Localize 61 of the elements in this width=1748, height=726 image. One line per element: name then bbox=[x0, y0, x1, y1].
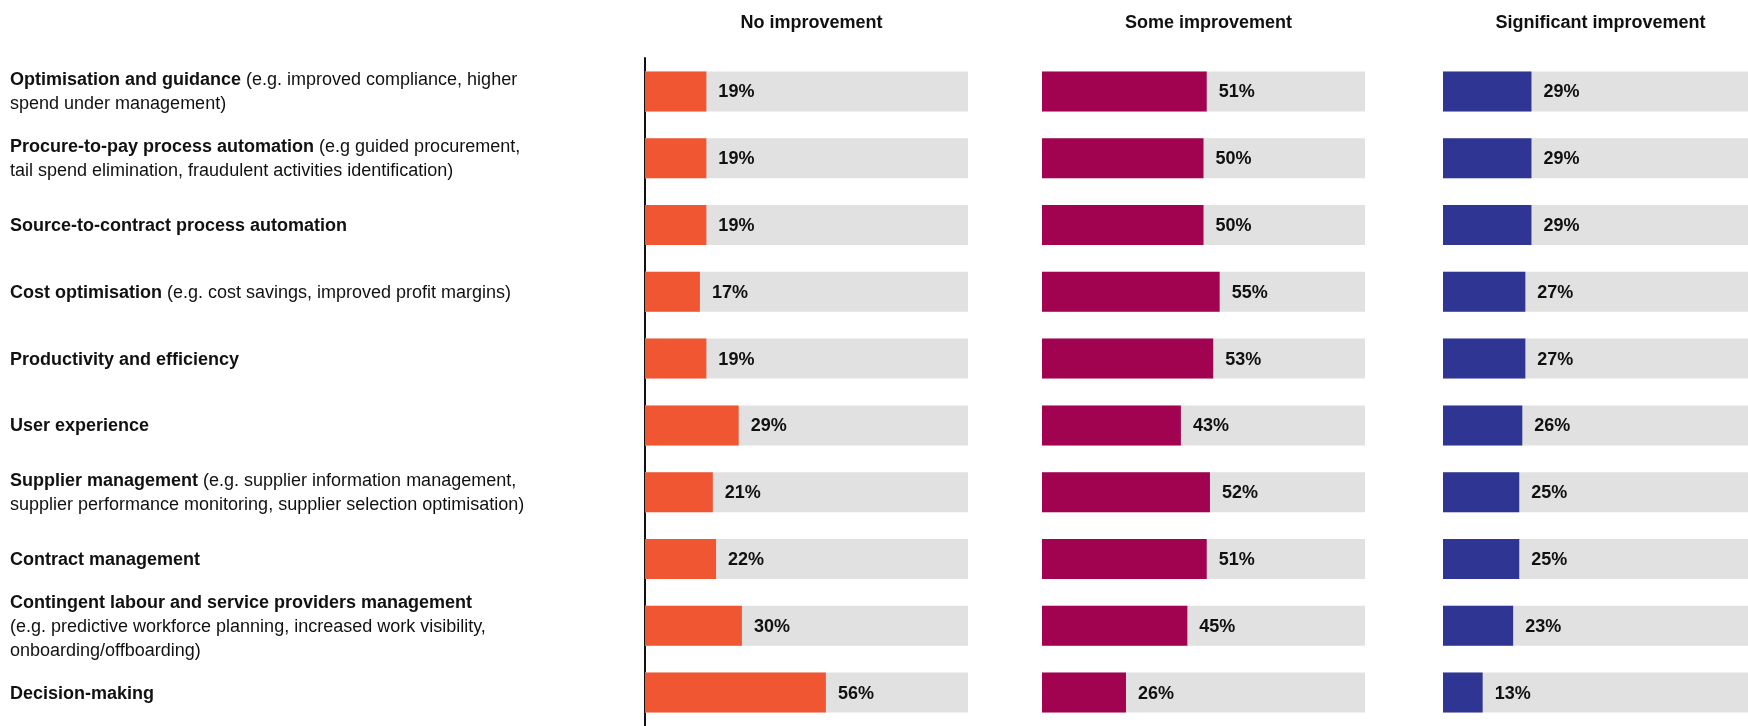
bar bbox=[645, 205, 707, 245]
data-label: 29% bbox=[750, 415, 787, 436]
data-label: 17% bbox=[711, 281, 748, 302]
bar bbox=[645, 472, 713, 513]
data-label: 25% bbox=[1531, 482, 1568, 503]
bar bbox=[645, 338, 707, 379]
data-label: 43% bbox=[1192, 415, 1229, 436]
data-label: 26% bbox=[1137, 682, 1175, 703]
data-label: 52% bbox=[1221, 482, 1258, 503]
bar bbox=[1443, 338, 1526, 379]
data-label: 51% bbox=[1218, 549, 1255, 569]
data-label: 13% bbox=[1494, 682, 1531, 703]
data-label: 55% bbox=[1231, 281, 1268, 302]
y-tick-label: Supplier management (e.g. supplier information management, supplier performance monitoring, supplier selection optimisation) bbox=[10, 470, 525, 515]
data-label: 53% bbox=[1225, 348, 1262, 369]
bar bbox=[645, 138, 707, 179]
bar bbox=[645, 605, 742, 646]
text: Significant improvement bbox=[1495, 12, 1706, 32]
data-label: 51% bbox=[1218, 81, 1255, 102]
data-label: 19% bbox=[718, 148, 755, 169]
bar bbox=[645, 271, 700, 312]
data-label: 19% bbox=[718, 81, 755, 102]
bar bbox=[1443, 271, 1526, 312]
data-label: 56% bbox=[837, 682, 874, 703]
data-label: 50% bbox=[1215, 148, 1252, 169]
bar bbox=[1443, 605, 1514, 646]
data-label: 29% bbox=[1543, 215, 1580, 235]
data-label: 21% bbox=[724, 482, 761, 503]
data-label: 22% bbox=[728, 549, 765, 569]
y-tick-label: Contract management bbox=[10, 549, 201, 569]
bar bbox=[645, 405, 739, 446]
data-label: 19% bbox=[718, 348, 755, 369]
data-label: 23% bbox=[1525, 615, 1562, 636]
chart-title: Some improvement bbox=[1124, 12, 1293, 32]
bar bbox=[645, 71, 707, 112]
y-tick-label: Optimisation and guidance (e.g. improved compliance, higher spend under management) bbox=[10, 69, 518, 114]
y-tick-label: Source-to-contract process automation bbox=[10, 215, 348, 235]
y-tick-label: Contingent labour and service providers management (e.g. predictive workforce planning, increased work visibility, onboarding/offboarding) bbox=[10, 591, 486, 660]
bar bbox=[1443, 672, 1483, 713]
data-label: 27% bbox=[1537, 348, 1574, 369]
y-tick-label: Procure-to-pay process automation (e.g guided procurement, tail spend elimination, fraudulent activities identification) bbox=[10, 136, 521, 181]
y-tick-label: Cost optimisation (e.g. cost savings, improved profit margins) bbox=[10, 281, 512, 302]
data-label: 29% bbox=[1543, 81, 1580, 102]
bar bbox=[1042, 672, 1126, 713]
data-label: 29% bbox=[1543, 148, 1580, 169]
data-label: 30% bbox=[753, 615, 790, 636]
bar bbox=[1443, 405, 1523, 446]
data-label: 27% bbox=[1537, 281, 1574, 302]
data-label: 25% bbox=[1531, 549, 1568, 569]
data-label: 26% bbox=[1534, 415, 1571, 436]
data-label: 45% bbox=[1199, 615, 1236, 636]
chart-title: No improvement bbox=[740, 12, 883, 32]
bar bbox=[645, 539, 717, 579]
bar bbox=[1443, 138, 1532, 179]
bar bbox=[1443, 472, 1520, 513]
y-tick-label: Decision-making bbox=[10, 682, 155, 703]
bar bbox=[1443, 71, 1532, 112]
y-tick-label: Productivity and efficiency bbox=[10, 348, 240, 369]
data-label: 19% bbox=[718, 215, 755, 235]
data-label: 50% bbox=[1215, 215, 1252, 235]
y-tick-label: User experience bbox=[10, 415, 150, 436]
